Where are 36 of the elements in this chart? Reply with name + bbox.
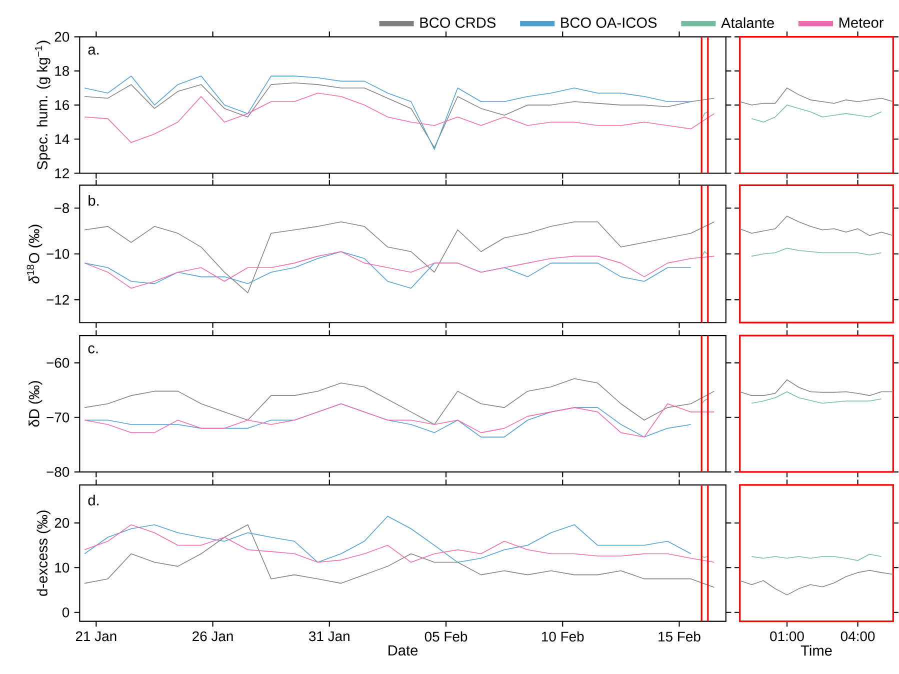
x-tick-label: 01:00: [770, 631, 804, 642]
annotation: c.: [88, 345, 98, 354]
x-axis-title: Date: [388, 645, 418, 656]
x-tick-label: 31 Jan: [309, 631, 350, 642]
y-tick-label: −8: [54, 203, 70, 213]
y-tick-label: 20: [54, 32, 70, 42]
y-tick-label: 16: [55, 100, 70, 110]
x-tick-label: 21 Jan: [76, 631, 116, 642]
x-tick-label: 04:00: [840, 631, 875, 642]
y-axis-title: Spec. hum. (g kg$^{−1}$): [35, 40, 50, 170]
x-tick-label: 15 Feb: [658, 631, 700, 642]
x-tick-label: 26 Jan: [192, 631, 233, 642]
x-tick-label: 05 Feb: [424, 631, 468, 642]
annotation: d.: [88, 494, 99, 506]
y-tick-label: 12: [55, 168, 69, 178]
y-tick-label: 0: [62, 607, 70, 618]
y-axis-title: d-excess (‰): [36, 510, 50, 596]
legend-label: BCO CRDS: [420, 17, 496, 28]
y-tick-label: −60: [46, 358, 70, 368]
y-tick-label: −12: [46, 294, 69, 305]
y-axis-title: δD (‰): [28, 381, 42, 427]
y-tick-label: 14: [55, 134, 70, 144]
y-tick-label: 20: [54, 518, 70, 528]
annotation: b.: [88, 195, 99, 206]
x-tick-label: 10 Feb: [542, 631, 584, 642]
y-tick-label: 10: [55, 562, 70, 573]
y-tick-label: −10: [46, 248, 70, 259]
legend-label: BCO OA-ICOS: [561, 17, 657, 28]
legend-label: Meteor: [840, 18, 884, 28]
y-tick-label: 18: [55, 66, 70, 76]
annotation: a.: [88, 46, 99, 55]
y-axis-title: δ$^{18}$O (‰): [26, 224, 42, 284]
y-tick-label: −70: [46, 412, 70, 422]
legend-label: Atalante: [721, 17, 774, 28]
x-axis-title: Time: [800, 644, 832, 656]
y-tick-label: −80: [46, 466, 70, 477]
